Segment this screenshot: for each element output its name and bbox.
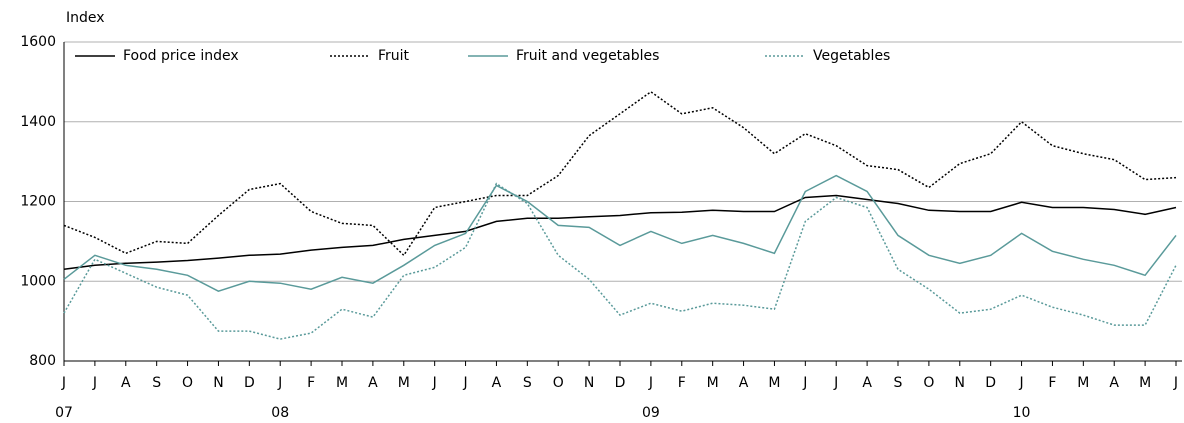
year-label: 08 xyxy=(271,405,289,421)
x-tick-label: A xyxy=(492,375,502,391)
x-tick-label: J xyxy=(277,375,282,391)
legend-label: Food price index xyxy=(123,48,239,64)
year-label: 07 xyxy=(55,405,73,421)
y-tick-label: 800 xyxy=(29,353,56,369)
x-tick-label: S xyxy=(523,375,532,391)
x-tick-label: M xyxy=(768,375,780,391)
y-tick-label: 1000 xyxy=(20,273,56,289)
x-tick-label: J xyxy=(802,375,807,391)
x-tick-label: F xyxy=(307,375,315,391)
x-tick-label: F xyxy=(1048,375,1056,391)
x-tick-label: M xyxy=(707,375,719,391)
series-line xyxy=(63,194,1177,271)
x-tick-label: J xyxy=(1173,375,1178,391)
x-tick-label: A xyxy=(368,375,378,391)
x-tick-label: N xyxy=(584,375,594,391)
x-tick-label: D xyxy=(615,375,626,391)
x-tick-label: A xyxy=(121,375,131,391)
legend-label: Fruit xyxy=(378,48,410,64)
year-label: 10 xyxy=(1013,405,1031,421)
x-tick-label: J xyxy=(648,375,653,391)
y-tick-label: 1600 xyxy=(20,34,56,50)
x-tick-label: O xyxy=(923,375,934,391)
x-tick-label: N xyxy=(213,375,223,391)
x-tick-label: M xyxy=(336,375,348,391)
series-line xyxy=(63,174,1177,293)
x-tick-label: M xyxy=(1139,375,1151,391)
series-line xyxy=(63,182,1177,340)
x-tick-label: J xyxy=(92,375,97,391)
x-tick-label: M xyxy=(398,375,410,391)
x-tick-label: A xyxy=(862,375,872,391)
legend-label: Fruit and vegetables xyxy=(516,48,659,64)
legend-label: Vegetables xyxy=(813,48,890,64)
x-tick-label: F xyxy=(678,375,686,391)
x-tick-label: S xyxy=(894,375,903,391)
x-tick-label: J xyxy=(833,375,838,391)
x-tick-label: D xyxy=(244,375,255,391)
y-tick-label: 1400 xyxy=(20,114,56,130)
x-tick-label: J xyxy=(1018,375,1023,391)
series-line xyxy=(63,90,1177,257)
x-tick-label: M xyxy=(1077,375,1089,391)
x-tick-label: N xyxy=(955,375,965,391)
y-axis-label: Index xyxy=(66,10,105,26)
x-tick-label: S xyxy=(152,375,161,391)
year-label: 09 xyxy=(642,405,660,421)
x-tick-label: J xyxy=(61,375,66,391)
x-tick-label: A xyxy=(1109,375,1119,391)
x-tick-label: A xyxy=(739,375,749,391)
x-tick-label: O xyxy=(553,375,564,391)
x-tick-label: J xyxy=(462,375,467,391)
x-tick-label: J xyxy=(432,375,437,391)
y-tick-label: 1200 xyxy=(20,194,56,210)
x-tick-label: D xyxy=(985,375,996,391)
x-tick-label: O xyxy=(182,375,193,391)
